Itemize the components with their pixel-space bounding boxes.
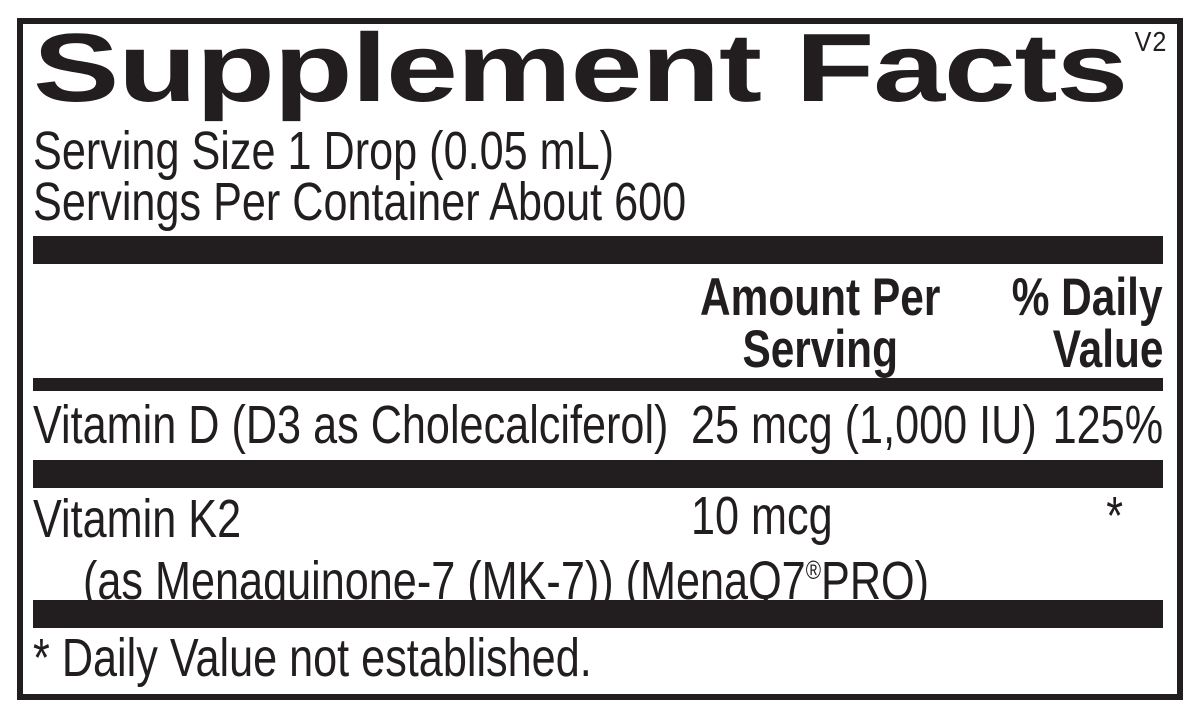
vitamin-k2-detail-pre: (as Menaquinone-7 (MK-7)) (MenaQ7 [83,551,806,611]
amount-header-line2: Serving [742,320,898,379]
amount-header-line1: Amount Per [700,268,941,327]
footnote-row: * Daily Value not established. [33,628,1163,688]
vitamin-k2-amount: 10 mcg [691,486,833,546]
amount-per-serving-header: Amount Per Serving [670,268,970,379]
serving-size-text: Serving Size 1 Drop (0.05 mL) [33,121,615,181]
separator-bar-thick-3 [33,600,1163,628]
servings-per-container-text: Servings Per Container About 600 [33,172,687,232]
vitamin-k2-detail-post: PRO) [821,551,930,611]
serving-size-line: Serving Size 1 Drop (0.05 mL) [33,121,1163,181]
vitamin-d-amount: 25 mcg (1,000 IU) [691,395,1037,455]
dv-header-line2: Value [1052,320,1163,379]
vitamin-k2-detail-line: (as Menaquinone-7 (MK-7)) (MenaQ7®PRO) [33,544,1163,608]
vitamin-k2-name: Vitamin K2 [33,489,242,549]
vitamin-k2-daily-value: * [1106,486,1123,546]
serving-info: Serving Size 1 Drop (0.05 mL) Servings P… [33,121,1163,232]
vitamin-d-name: Vitamin D (D3 as Cholecalciferol) [33,395,669,455]
nutrient-row-vitamin-d: Vitamin D (D3 as Cholecalciferol) 25 mcg… [33,391,1163,460]
supplement-facts-panel: V2 Supplement Facts Serving Size 1 Drop … [17,18,1183,700]
supplement-facts-title: Supplement Facts [33,13,1128,122]
version-tag: V2 [1134,26,1167,57]
column-header-row: Amount Per Serving % Daily Value [33,264,1163,378]
servings-per-container-line: Servings Per Container About 600 [33,172,1163,232]
vitamin-d-daily-value: 125% [1052,395,1164,455]
dv-header-line1: % Daily [1012,268,1163,327]
daily-value-footnote: * Daily Value not established. [33,628,592,688]
percent-daily-value-header: % Daily Value [974,268,1163,379]
nutrient-row-vitamin-k2: Vitamin K2 10 mcg * (as Menaquinone-7 (M… [33,486,1163,608]
registered-trademark-symbol: ® [805,555,822,585]
title-row: Supplement Facts [33,13,1163,126]
separator-bar-thick-2 [33,460,1163,488]
separator-bar-thick-1 [33,236,1163,264]
separator-bar-medium [33,378,1163,391]
vitamin-k2-line1: Vitamin K2 10 mcg * [33,486,1163,549]
